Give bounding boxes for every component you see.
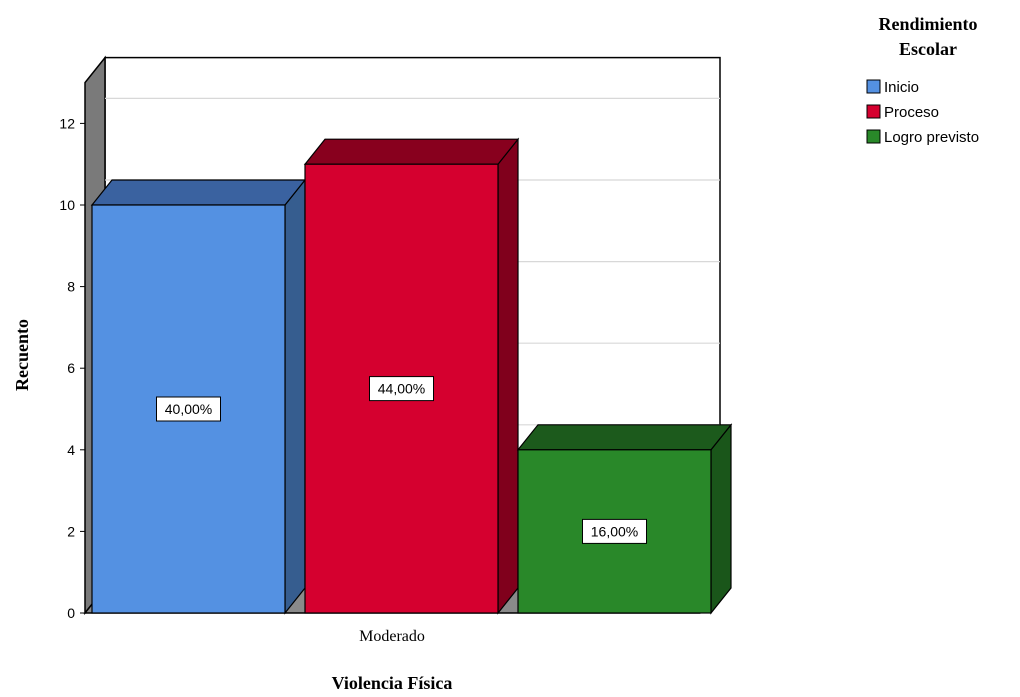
y-tick-label: 6	[67, 360, 75, 376]
y-tick-label: 4	[67, 442, 75, 458]
bars	[90, 137, 733, 615]
data-label-box	[582, 518, 647, 544]
data-label: 44,00%	[369, 376, 434, 402]
bar-proceso	[303, 137, 520, 615]
y-tick-label: 2	[67, 523, 75, 539]
y-tick-label: 10	[59, 197, 75, 213]
legend-item: Proceso	[866, 104, 939, 121]
data-label-box	[369, 376, 434, 402]
bar-side	[497, 137, 519, 615]
y-tick-label: 12	[59, 115, 75, 131]
y-axis: 0 2 4 6 8 10 12	[59, 115, 85, 621]
x-tick-label: Moderado	[359, 628, 425, 645]
bar-side	[284, 178, 306, 615]
legend-label: Proceso	[884, 104, 939, 121]
bar-top	[516, 424, 733, 451]
bar-logro-previsto	[516, 423, 733, 615]
y-tick-label: 0	[67, 605, 75, 621]
legend-label: Logro previsto	[884, 129, 979, 146]
legend-label: Inicio	[884, 79, 919, 96]
data-label-box	[156, 396, 221, 422]
bar-top	[303, 138, 520, 165]
legend-swatch	[866, 104, 881, 119]
legend-items: Inicio Proceso Logro previsto	[866, 79, 979, 146]
x-axis: Moderado	[359, 628, 425, 645]
legend-item: Inicio	[866, 79, 919, 96]
data-label: 40,00%	[156, 396, 221, 422]
y-axis-title: Recuento	[12, 319, 32, 391]
data-label-text: 16,00%	[591, 523, 638, 539]
y-tick-label: 8	[67, 279, 75, 295]
bar-inicio	[90, 178, 307, 615]
legend-swatch	[866, 79, 881, 94]
legend-title-line2: Escolar	[899, 39, 957, 59]
x-axis-title: Violencia Física	[332, 673, 453, 693]
bar-side	[710, 423, 732, 615]
bar-top	[90, 179, 307, 206]
legend: Rendimiento Escolar Inicio Proceso Logro p…	[866, 14, 979, 146]
data-labels: 40,00% 44,00% 16,00%	[156, 376, 647, 544]
legend-title-line1: Rendimiento	[879, 14, 978, 34]
data-label-text: 40,00%	[165, 401, 212, 417]
data-label: 16,00%	[582, 518, 647, 544]
legend-item: Logro previsto	[866, 129, 979, 146]
legend-swatch	[866, 129, 881, 144]
data-label-text: 44,00%	[378, 381, 425, 397]
